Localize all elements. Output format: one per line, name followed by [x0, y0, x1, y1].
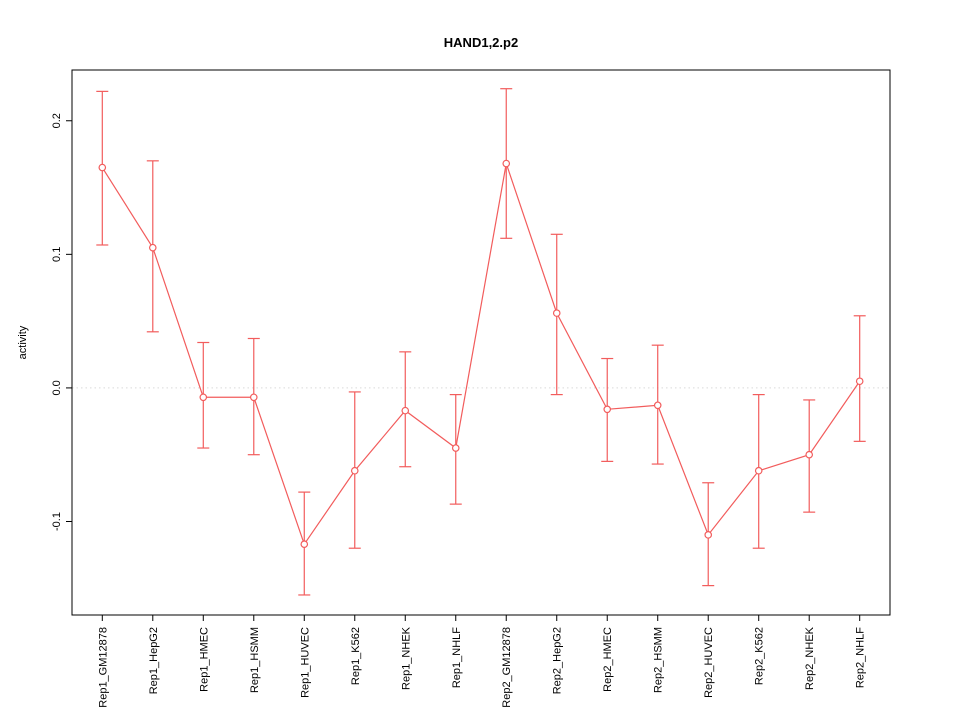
x-tick-label: Rep1_HSMM: [249, 627, 261, 693]
data-point: [552, 309, 561, 317]
y-tick-label: 0.2: [51, 113, 63, 128]
data-point: [98, 163, 107, 172]
data-point: [148, 243, 157, 252]
data-point: [249, 393, 258, 402]
x-tick-label: Rep2_HUVEC: [703, 627, 715, 698]
x-tick-label: Rep2_HepG2: [552, 627, 564, 694]
x-tick-label: Rep2_GM12878: [501, 627, 513, 708]
x-tick-label: Rep2_HSMM: [653, 627, 665, 693]
plot-area: -0.1 0.0 0.1 0.2 Rep1_GM12878 Rep1_HepG2 Rep1_…: [51, 69, 891, 708]
x-tick-label: Rep1_K562: [350, 627, 362, 685]
data-point: [502, 159, 511, 168]
x-tick-label: Rep2_NHLF: [855, 627, 867, 688]
y-tick-label: 0.0: [51, 380, 63, 395]
x-tick-label: Rep1_HUVEC: [299, 627, 311, 698]
y-tick-label: 0.1: [51, 247, 63, 262]
x-tick-label: Rep1_GM12878: [97, 627, 109, 708]
data-point: [754, 466, 763, 475]
data-point: [704, 531, 713, 539]
data-point: [300, 540, 309, 549]
data-point: [451, 444, 460, 452]
data-point: [653, 401, 662, 410]
data-point: [350, 466, 359, 475]
data-point: [805, 450, 814, 459]
x-tick-label: Rep1_NHLF: [451, 627, 463, 688]
x-tick-label: Rep1_HMEC: [198, 627, 210, 692]
data-point: [199, 393, 208, 402]
series-line: [101, 163, 861, 546]
plot-border: [71, 69, 891, 616]
data-point: [401, 406, 410, 415]
x-tick-label: Rep2_K562: [754, 627, 766, 685]
data-point: [855, 377, 864, 386]
chart-title: HAND1,2.p2: [444, 35, 518, 50]
data-point: [603, 405, 612, 414]
x-tick-label: Rep2_NHEK: [804, 626, 816, 690]
y-tick-label: -0.1: [51, 512, 63, 531]
x-tick-label: Rep1_HepG2: [148, 627, 160, 694]
x-tick-label: Rep2_HMEC: [602, 627, 614, 692]
y-axis-label: activity: [17, 325, 29, 359]
x-tick-label: Rep1_NHEK: [400, 626, 412, 690]
